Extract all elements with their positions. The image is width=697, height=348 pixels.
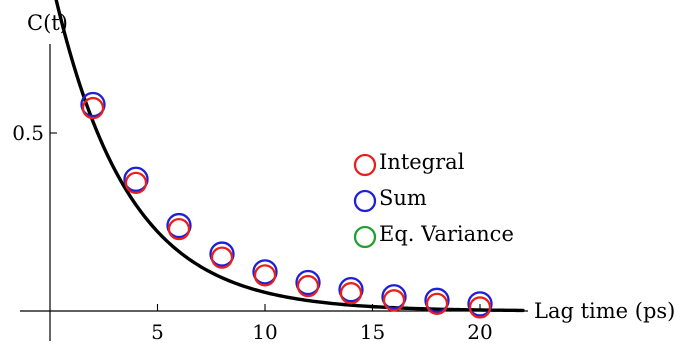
sum-point-7 (338, 276, 364, 303)
legend-marker-eq-variance (353, 225, 377, 249)
integral-point-8 (382, 289, 406, 312)
sum-point-10 (467, 291, 493, 317)
legend-label-integral: Integral (379, 150, 465, 174)
integral-point-3 (167, 217, 191, 241)
x-tick-label-5: 5 (151, 320, 164, 344)
y-tick-label-0: 0.5 (12, 121, 44, 145)
integral-point-5 (253, 264, 277, 287)
sum-point-9 (424, 287, 450, 313)
integral-point-10 (468, 296, 492, 319)
integral-point-2 (124, 171, 148, 194)
sum-point-4 (209, 241, 235, 267)
legend-label-sum: Sum (379, 186, 427, 210)
legend-marker-integral (353, 153, 377, 177)
sum-point-2 (123, 166, 149, 192)
integral-point-4 (210, 246, 234, 269)
legend: Integral Sum Eq. Variance (353, 150, 514, 249)
integral-point-7 (339, 282, 363, 305)
data-points (80, 91, 493, 319)
sum-point-1 (80, 91, 106, 118)
sum-point-6 (295, 269, 321, 296)
legend-label-eq-variance: Eq. Variance (379, 222, 514, 246)
x-tick-label-15: 15 (360, 320, 385, 344)
sum-point-8 (381, 284, 407, 310)
x-axis-title: Lag time (ps) (534, 299, 675, 323)
sum-point-5 (252, 259, 278, 285)
integral-point-6 (296, 274, 320, 298)
legend-marker-sum (353, 189, 377, 213)
integral-point-1 (81, 96, 105, 120)
x-tick-label-10: 10 (252, 320, 277, 344)
x-tick-label-20: 20 (467, 320, 492, 344)
sum-point-3 (166, 212, 192, 239)
integral-point-9 (425, 292, 449, 316)
